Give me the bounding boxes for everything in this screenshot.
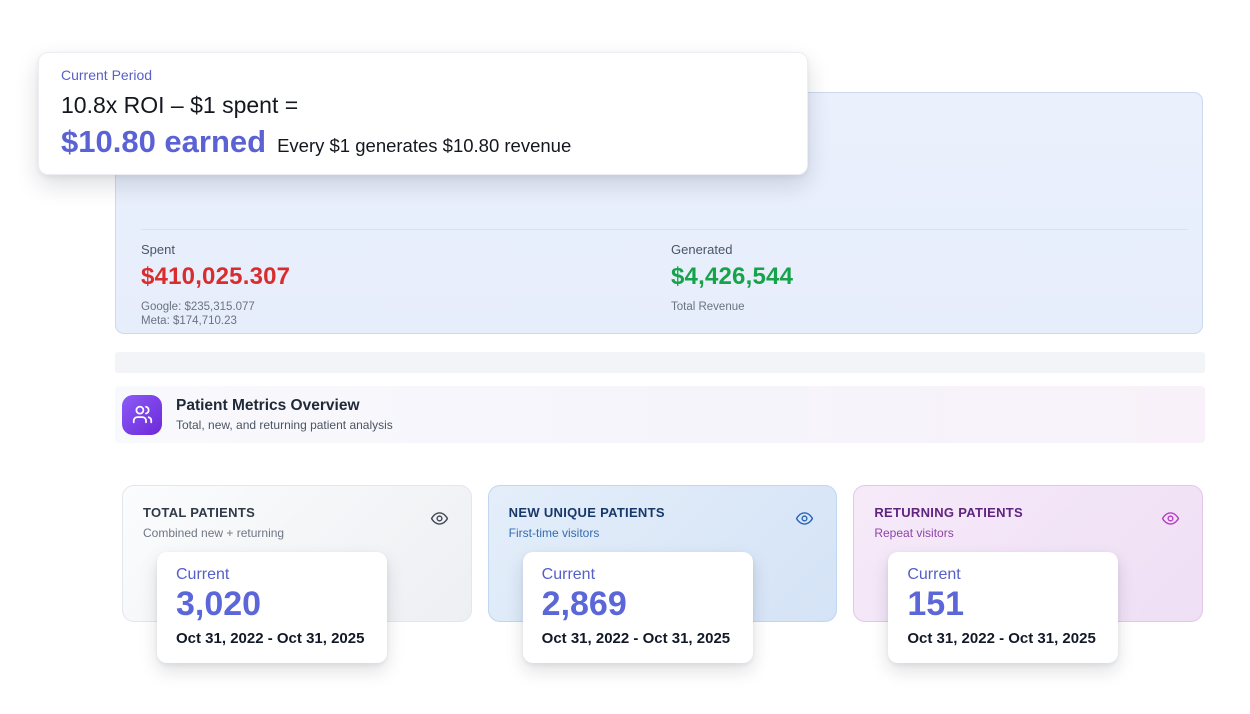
- spacer-strip: [115, 352, 1205, 373]
- roi-highlight-value: $10.80 earned: [61, 124, 267, 159]
- roi-headline: 10.8x ROI – $1 spent =: [61, 92, 299, 118]
- card-divider: [141, 229, 1188, 230]
- generated-block: Generated $4,426,544 Total Revenue: [671, 242, 793, 314]
- tooltip-value: 151: [907, 585, 965, 623]
- card-subtitle: Repeat visitors: [874, 526, 954, 540]
- card-title: RETURNING PATIENTS: [874, 505, 1023, 520]
- tooltip-label: Current: [176, 566, 230, 583]
- eye-icon[interactable]: [428, 507, 451, 530]
- tooltip-date-range: Oct 31, 2022 - Oct 31, 2025: [541, 630, 731, 648]
- card-title: TOTAL PATIENTS: [143, 505, 256, 520]
- spent-label: Spent: [141, 242, 175, 257]
- roi-tooltip: Current Period 10.8x ROI – $1 spent = $1…: [38, 52, 808, 175]
- metric-tooltip-total-patients: Current 3,020 Oct 31, 2022 - Oct 31, 202…: [157, 552, 387, 664]
- tooltip-value: 3,020: [176, 585, 262, 623]
- card-returning-patients[interactable]: RETURNING PATIENTS Repeat visitors Curre…: [853, 485, 1204, 664]
- card-new-unique-patients[interactable]: NEW UNIQUE PATIENTS First-time visitors …: [487, 485, 838, 664]
- metric-cards-row: TOTAL PATIENTS Combined new + returning …: [122, 485, 1204, 664]
- eye-icon[interactable]: [1159, 507, 1182, 530]
- spent-breakdown-google: Google: $235,315.077: [141, 301, 255, 313]
- tooltip-label: Current: [907, 566, 961, 583]
- patient-metrics-header: Patient Metrics Overview Total, new, and…: [115, 386, 1205, 443]
- users-icon: [122, 394, 162, 435]
- generated-value: $4,426,544: [671, 263, 794, 290]
- tooltip-label: Current: [541, 566, 596, 583]
- spent-breakdown-meta: Meta: $174,710.23: [141, 315, 237, 327]
- generated-sublabel: Total Revenue: [671, 301, 745, 313]
- generated-label: Generated: [671, 242, 733, 257]
- roi-caption: Every $1 generates $10.80 revenue: [277, 135, 572, 156]
- card-subtitle: First-time visitors: [508, 526, 600, 540]
- roi-period-label: Current Period: [61, 67, 153, 83]
- tooltip-value: 2,869: [541, 585, 627, 623]
- metric-tooltip-returning-patients: Current 151 Oct 31, 2022 - Oct 31, 2025: [888, 552, 1119, 664]
- card-title: NEW UNIQUE PATIENTS: [508, 505, 665, 520]
- tooltip-date-range: Oct 31, 2022 - Oct 31, 2025: [176, 630, 365, 648]
- card-total-patients[interactable]: TOTAL PATIENTS Combined new + returning …: [122, 485, 472, 664]
- eye-icon[interactable]: [793, 507, 816, 530]
- spent-value: $410,025.307: [141, 263, 291, 290]
- card-subtitle: Combined new + returning: [143, 526, 285, 540]
- tooltip-date-range: Oct 31, 2022 - Oct 31, 2025: [907, 630, 1096, 648]
- section-title: Patient Metrics Overview: [176, 397, 360, 414]
- spent-block: Spent $410,025.307 Google: $235,315.077 …: [141, 242, 290, 328]
- section-subtitle: Total, new, and returning patient analys…: [176, 418, 393, 432]
- metric-tooltip-new-unique-patients: Current 2,869 Oct 31, 2022 - Oct 31, 202…: [522, 552, 753, 664]
